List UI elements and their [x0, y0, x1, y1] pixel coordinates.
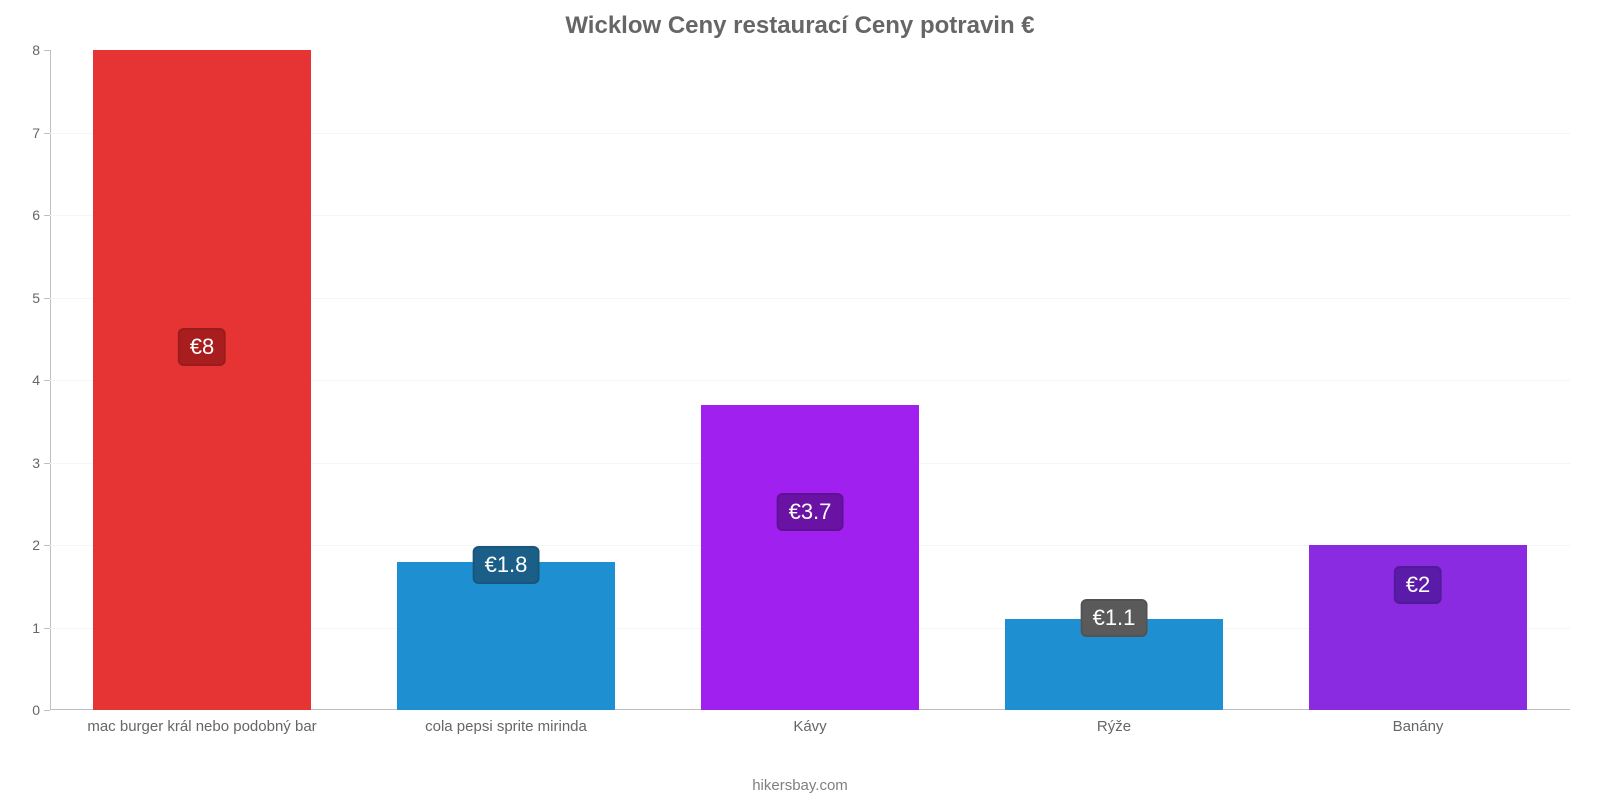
chart-title: Wicklow Ceny restaurací Ceny potravin € [0, 0, 1600, 40]
y-tick-label: 3 [32, 455, 50, 471]
x-category-label: Banány [1393, 710, 1444, 735]
x-category-label: mac burger král nebo podobný bar [87, 710, 316, 735]
y-tick-label: 4 [32, 372, 50, 388]
plot-area: 012345678 €8€1.8€3.7€1.1€2 mac burger kr… [50, 50, 1570, 710]
bar-value-label: €3.7 [777, 493, 844, 531]
y-tick-label: 1 [32, 620, 50, 636]
y-tick-label: 6 [32, 207, 50, 223]
chart-container: Wicklow Ceny restaurací Ceny potravin € … [0, 0, 1600, 800]
y-tick-label: 7 [32, 125, 50, 141]
bar [701, 405, 920, 710]
y-tick-label: 2 [32, 537, 50, 553]
y-tick-label: 5 [32, 290, 50, 306]
bar [93, 50, 312, 710]
y-tick-label: 0 [32, 702, 50, 718]
bar-value-label: €2 [1394, 566, 1442, 604]
x-category-label: Kávy [793, 710, 826, 735]
bar-value-label: €8 [178, 328, 226, 366]
x-category-label: Rýže [1097, 710, 1131, 735]
bar-value-label: €1.8 [473, 546, 540, 584]
bars-group: €8 €1.8 €3.7 €1.1 €2 [50, 50, 1570, 710]
bar-value-label: €1.1 [1081, 599, 1148, 637]
x-category-label: cola pepsi sprite mirinda [425, 710, 587, 735]
chart-source: hikersbay.com [0, 777, 1600, 794]
y-tick-label: 8 [32, 42, 50, 58]
